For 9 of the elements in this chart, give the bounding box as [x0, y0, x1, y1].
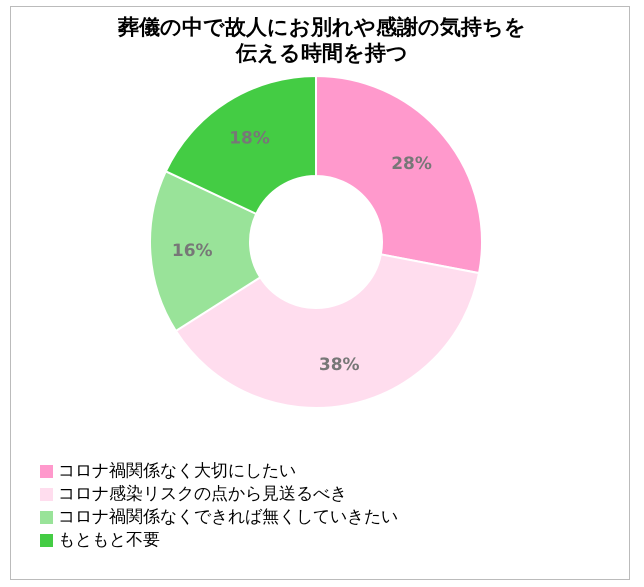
data-label: 38% — [318, 354, 360, 375]
data-label: 16% — [172, 240, 213, 261]
chart-title: 葬儀の中で故人にお別れや感謝の気持ちを伝える時間を持つ — [117, 14, 527, 66]
legend-label: もともと不要 — [58, 529, 160, 552]
legend-label: コロナ禍関係なく大切にしたい — [58, 460, 296, 483]
data-label: 28% — [391, 154, 432, 174]
legend-label: コロナ禍関係なくできれば無くしていきたい — [58, 506, 398, 529]
data-label: 18% — [229, 128, 270, 148]
legend-label: コロナ感染リスクの点から見送るべき — [58, 483, 347, 506]
